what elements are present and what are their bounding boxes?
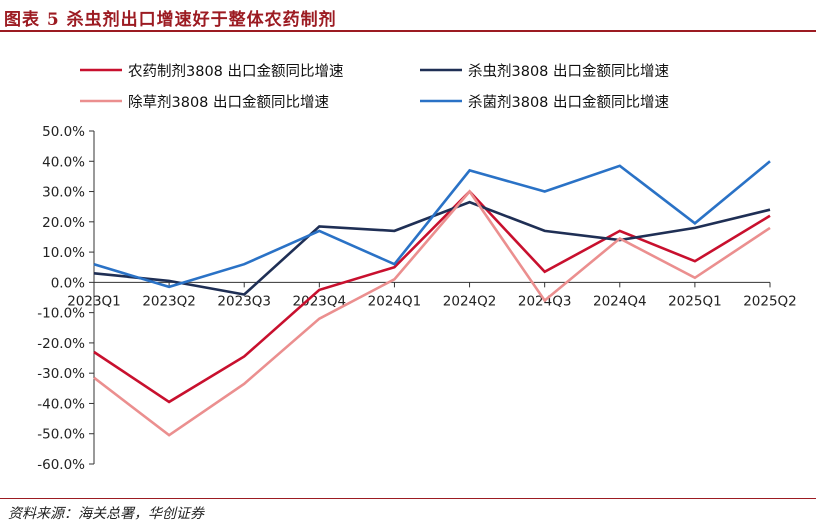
y-tick-label: 20.0% (42, 215, 85, 231)
legend-label: 杀虫剂3808 出口金额同比增速 (468, 63, 669, 80)
legend-label: 农药制剂3808 出口金额同比增速 (128, 63, 344, 80)
x-axis: 2023Q1 2023Q2 2023Q3 2023Q4 2024Q1 2024Q2 2024… (67, 281, 797, 309)
x-tick-label: 2024Q2 (443, 293, 497, 309)
legend-label: 除草剂3808 出口金额同比增速 (128, 94, 329, 111)
x-tick-label: 2023Q4 (293, 293, 347, 309)
x-tick-label: 2023Q2 (142, 293, 196, 309)
y-axis: 50.0% 40.0% 30.0% 20.0% 10.0% 0.0% -10.0% -20.0… (37, 124, 95, 473)
x-tick-label: 2024Q1 (368, 293, 422, 309)
x-tick-label: 2025Q1 (668, 293, 722, 309)
y-tick-label: -20.0% (37, 336, 85, 352)
series-line-4 (93, 160, 771, 289)
source-note: 资料来源：海关总署，华创证券 (8, 506, 204, 522)
y-tick-label: -60.0% (37, 457, 85, 473)
y-tick-label: 0.0% (51, 275, 85, 291)
chart-title: 图表 5 杀虫剂出口增速好于整体农药制剂 (4, 10, 337, 30)
line-chart: 农药制剂3808 出口金额同比增速 杀虫剂3808 出口金额同比增速除草剂3808… (37, 63, 797, 473)
title-divider (0, 30, 816, 32)
y-tick-label: -10.0% (37, 306, 85, 322)
x-tick-label: 2024Q4 (593, 293, 647, 309)
y-tick-label: -40.0% (37, 396, 85, 412)
legend-label: 杀菌剂3808 出口金额同比增速 (468, 94, 669, 111)
series-line-1 (93, 189, 771, 404)
series-layer (93, 160, 771, 437)
x-tick-label: 2025Q2 (743, 293, 797, 309)
footer-divider (0, 498, 816, 499)
y-tick-label: 40.0% (42, 154, 85, 170)
y-tick-label: 50.0% (42, 124, 85, 140)
y-tick-label: 30.0% (42, 185, 85, 201)
y-tick-label: 10.0% (42, 245, 85, 261)
x-tick-label: 2023Q3 (217, 293, 271, 309)
series-line-3 (93, 189, 771, 437)
y-tick-label: -50.0% (37, 427, 85, 443)
legend: 农药制剂3808 出口金额同比增速 杀虫剂3808 出口金额同比增速除草剂3808… (80, 63, 669, 111)
x-tick-label: 2023Q1 (67, 293, 121, 309)
y-tick-label: -30.0% (37, 366, 85, 382)
